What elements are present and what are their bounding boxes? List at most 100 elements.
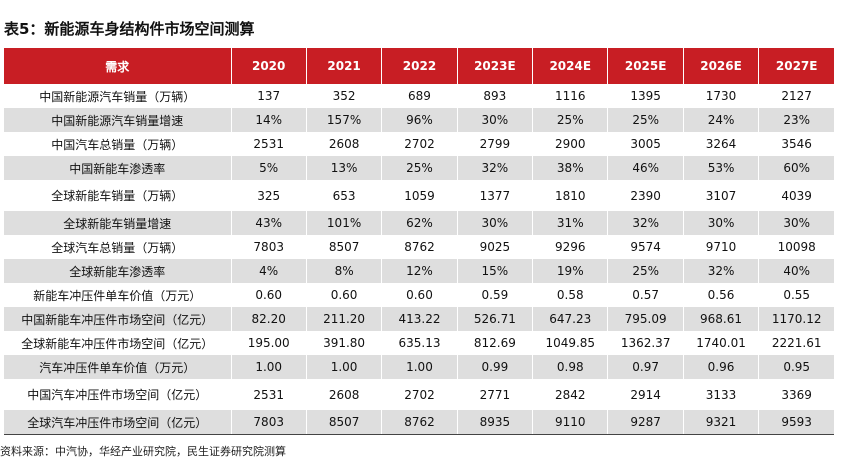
- table-cell: 9574: [607, 235, 684, 259]
- table-cell: 2531: [231, 132, 307, 156]
- market-table: 需求 2020 2021 2022 2023E 2024E 2025E 2026E 2027E …: [4, 48, 835, 435]
- table-cell: 24%: [683, 108, 760, 132]
- row-label: 全球汽车总销量（万辆）: [4, 235, 232, 259]
- row-label: 中国新能源汽车销量（万辆）: [4, 84, 232, 108]
- table-cell: 0.56: [683, 283, 760, 307]
- table-cell: 413.22: [381, 307, 458, 331]
- table-cell: 4039: [758, 180, 835, 211]
- table-cell: 689: [381, 84, 458, 108]
- table-cell: 795.09: [607, 307, 684, 331]
- table-cell: 2221.61: [758, 331, 835, 355]
- table-cell: 8507: [306, 235, 383, 259]
- row-label: 全球新能车销量（万辆）: [4, 180, 232, 211]
- table-cell: 23%: [758, 108, 835, 132]
- table-title: 表5：新能源车身结构件市场空间测算: [4, 20, 255, 38]
- table-cell: 9296: [532, 235, 609, 259]
- table-cell: 2799: [457, 132, 534, 156]
- table-cell: 2127: [758, 84, 835, 108]
- row-label: 中国新能车冲压件市场空间（亿元）: [4, 307, 232, 331]
- table-cell: 30%: [457, 108, 534, 132]
- table-cell: 9710: [683, 235, 760, 259]
- table-cell: 15%: [457, 259, 534, 283]
- table-cell: 1810: [532, 180, 609, 211]
- header-cell-year: 2020: [231, 48, 307, 84]
- table-cell: 7803: [231, 410, 307, 435]
- table-cell: 893: [457, 84, 534, 108]
- table-row: 全球汽车冲压件市场空间（亿元） 7803 8507 8762 8935 9110 9287 9…: [4, 410, 835, 435]
- table-cell: 30%: [758, 211, 835, 235]
- table-cell: 812.69: [457, 331, 534, 355]
- table-cell: 8762: [381, 410, 458, 435]
- row-label: 全球新能车销量增速: [4, 211, 232, 235]
- table-cell: 0.99: [457, 355, 534, 379]
- table-row: 中国新能源汽车销量（万辆） 137 352 689 893 1116 1395 1730 212…: [4, 84, 835, 108]
- table-cell: 1170.12: [758, 307, 835, 331]
- table-cell: 325: [231, 180, 307, 211]
- table-cell: 2771: [457, 379, 534, 410]
- table-cell: 0.98: [532, 355, 609, 379]
- table-cell: 3133: [683, 379, 760, 410]
- table-cell: 3546: [758, 132, 835, 156]
- header-cell-year: 2021: [306, 48, 383, 84]
- table-row: 中国汽车总销量（万辆） 2531 2608 2702 2799 2900 3005 3264 3…: [4, 132, 835, 156]
- table-cell: 2702: [381, 132, 458, 156]
- row-label: 中国汽车冲压件市场空间（亿元）: [4, 379, 232, 410]
- row-label: 全球汽车冲压件市场空间（亿元）: [4, 410, 232, 435]
- table-cell: 1740.01: [683, 331, 760, 355]
- table-cell: 1395: [607, 84, 684, 108]
- table-cell: 32%: [683, 259, 760, 283]
- table-cell: 25%: [607, 259, 684, 283]
- table-cell: 3264: [683, 132, 760, 156]
- table-cell: 2702: [381, 379, 458, 410]
- table-row: 中国新能源汽车销量增速 14% 157% 96% 30% 25% 25% 24% 23%: [4, 108, 835, 132]
- table-cell: 40%: [758, 259, 835, 283]
- table-cell: 0.60: [381, 283, 458, 307]
- row-label: 全球新能车渗透率: [4, 259, 232, 283]
- header-cell-year: 2025E: [607, 48, 684, 84]
- table-container: 需求 2020 2021 2022 2023E 2024E 2025E 2026E 2027E …: [4, 48, 835, 435]
- table-cell: 9287: [607, 410, 684, 435]
- table-cell: 25%: [381, 156, 458, 180]
- table-cell: 10098: [758, 235, 835, 259]
- table-cell: 30%: [683, 211, 760, 235]
- table-row: 新能车冲压件单车价值（万元） 0.60 0.60 0.60 0.59 0.58 0.57 0.…: [4, 283, 835, 307]
- table-cell: 4%: [231, 259, 307, 283]
- header-cell-year: 2026E: [683, 48, 760, 84]
- header-cell-year: 2022: [381, 48, 458, 84]
- table-cell: 2531: [231, 379, 307, 410]
- row-label: 中国汽车总销量（万辆）: [4, 132, 232, 156]
- table-cell: 968.61: [683, 307, 760, 331]
- table-row: 中国汽车冲压件市场空间（亿元） 2531 2608 2702 2771 2842 2914 3…: [4, 379, 835, 410]
- table-cell: 1.00: [381, 355, 458, 379]
- table-row: 全球新能车销量增速 43% 101% 62% 30% 31% 32% 30% 30%: [4, 211, 835, 235]
- table-cell: 1059: [381, 180, 458, 211]
- table-header-row: 需求 2020 2021 2022 2023E 2024E 2025E 2026E 2027E: [4, 48, 835, 84]
- table-cell: 1116: [532, 84, 609, 108]
- table-cell: 32%: [457, 156, 534, 180]
- table-cell: 82.20: [231, 307, 307, 331]
- table-cell: 30%: [457, 211, 534, 235]
- table-cell: 0.60: [231, 283, 307, 307]
- table-cell: 157%: [306, 108, 383, 132]
- table-cell: 3369: [758, 379, 835, 410]
- table-cell: 25%: [607, 108, 684, 132]
- table-cell: 62%: [381, 211, 458, 235]
- table-cell: 5%: [231, 156, 307, 180]
- table-cell: 46%: [607, 156, 684, 180]
- table-cell: 0.55: [758, 283, 835, 307]
- table-cell: 391.80: [306, 331, 383, 355]
- table-cell: 1362.37: [607, 331, 684, 355]
- table-cell: 137: [231, 84, 307, 108]
- header-cell-year: 2027E: [758, 48, 835, 84]
- table-row: 汽车冲压件单车价值（万元） 1.00 1.00 1.00 0.99 0.98 0.97 0.9…: [4, 355, 835, 379]
- table-cell: 60%: [758, 156, 835, 180]
- table-cell: 0.58: [532, 283, 609, 307]
- row-label: 全球新能车冲压件市场空间（亿元）: [4, 331, 232, 355]
- table-cell: 2842: [532, 379, 609, 410]
- table-cell: 8762: [381, 235, 458, 259]
- table-row: 中国新能车渗透率 5% 13% 25% 32% 38% 46% 53% 60%: [4, 156, 835, 180]
- table-cell: 9321: [683, 410, 760, 435]
- header-cell-year: 2023E: [457, 48, 534, 84]
- table-cell: 0.96: [683, 355, 760, 379]
- table-cell: 101%: [306, 211, 383, 235]
